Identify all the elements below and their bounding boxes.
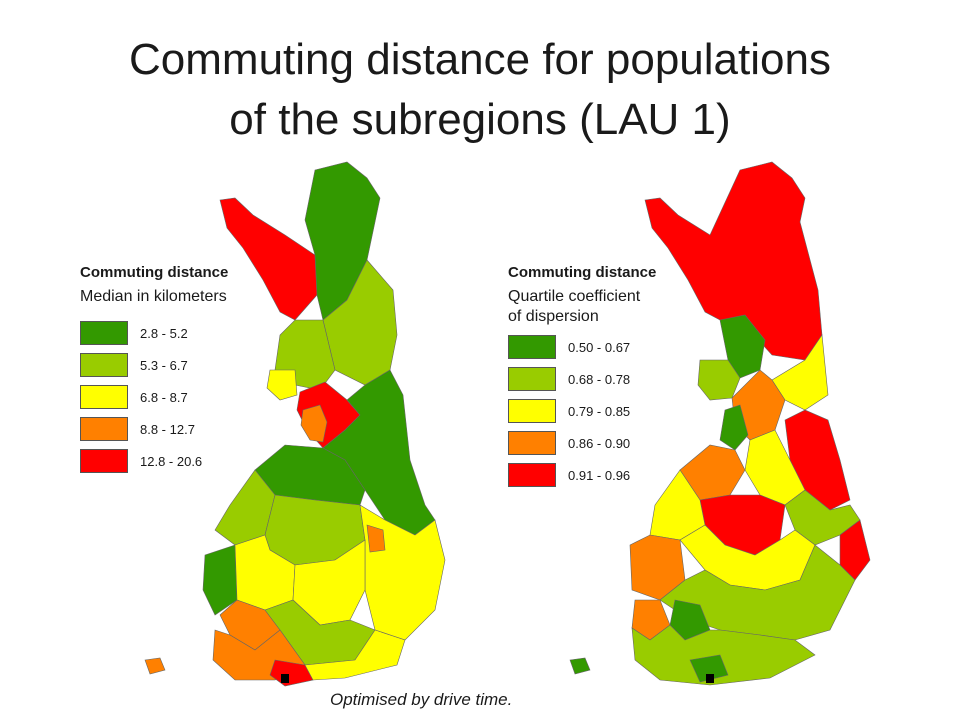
- map-median-distance: [144, 161, 446, 687]
- region-se-coast: [304, 629, 406, 681]
- legend-item: 0.86 - 0.90: [508, 427, 708, 459]
- legend-label: 0.86 - 0.90: [568, 435, 631, 451]
- legend-label: 0.50 - 0.67: [568, 339, 631, 355]
- legend-swatch: [80, 353, 128, 377]
- legend-swatch: [508, 367, 556, 391]
- legend-item: 12.8 - 20.6: [80, 445, 280, 477]
- map-dispersion: [569, 161, 871, 686]
- region-coast-yellow: [266, 369, 298, 401]
- page-title: Commuting distance for populations of th…: [0, 30, 960, 150]
- region-cc-green: [719, 404, 749, 451]
- legend-subtitle: Quartile coefficient of dispersion: [508, 288, 641, 325]
- legend-label: 0.68 - 0.78: [568, 371, 631, 387]
- legend-item: 0.68 - 0.78: [508, 363, 708, 395]
- legend-swatch: [80, 385, 128, 409]
- legend-label: 2.8 - 5.2: [140, 325, 188, 341]
- legend-swatch: [508, 335, 556, 359]
- legend-dispersion: Commuting distance Quartile coefficient …: [508, 263, 708, 491]
- legend-subtitle: Median in kilometers: [80, 288, 227, 305]
- caption: Optimised by drive time.: [330, 690, 513, 709]
- region-north-red: [644, 161, 823, 361]
- legend-item: 5.3 - 6.7: [80, 349, 280, 381]
- legend-swatch: [80, 449, 128, 473]
- region-east-orange: [366, 524, 386, 553]
- capital-marker: [706, 674, 714, 683]
- legend-label: 6.8 - 8.7: [140, 389, 188, 405]
- legend-item: 2.8 - 5.2: [80, 317, 280, 349]
- legend-swatch: [508, 399, 556, 423]
- legend-item: 0.50 - 0.67: [508, 331, 708, 363]
- legend-item: 6.8 - 8.7: [80, 381, 280, 413]
- legend-median: Commuting distance Median in kilometers …: [80, 263, 280, 477]
- legend-label: 12.8 - 20.6: [140, 453, 203, 469]
- region-south-coast: [631, 624, 816, 686]
- legend-swatch: [508, 431, 556, 455]
- region-oulu-inner: [300, 404, 328, 443]
- legend-label: 0.91 - 0.96: [568, 467, 631, 483]
- region-northwest-arm: [219, 197, 318, 321]
- legend-swatch: [80, 417, 128, 441]
- capital-marker: [281, 674, 289, 683]
- title-line-1: Commuting distance for populations: [129, 35, 831, 84]
- region-se-red: [839, 519, 871, 581]
- legend-item: 0.79 - 0.85: [508, 395, 708, 427]
- legend-label: 0.79 - 0.85: [568, 403, 631, 419]
- legend-label: 5.3 - 6.7: [140, 357, 188, 373]
- legend-swatch: [80, 321, 128, 345]
- title-line-2: of the subregions (LAU 1): [229, 95, 731, 144]
- legend-swatch: [508, 463, 556, 487]
- region-aland: [569, 657, 591, 675]
- region-aland: [144, 657, 166, 675]
- legend-heading: Commuting distance: [508, 264, 657, 281]
- legend-label: 8.8 - 12.7: [140, 421, 195, 437]
- legend-item: 0.91 - 0.96: [508, 459, 708, 491]
- legend-heading: Commuting distance: [80, 264, 229, 281]
- legend-item: 8.8 - 12.7: [80, 413, 280, 445]
- region-helsinki: [269, 659, 314, 687]
- region-west-darkgreen: [202, 544, 238, 616]
- region-helsinki: [689, 654, 729, 683]
